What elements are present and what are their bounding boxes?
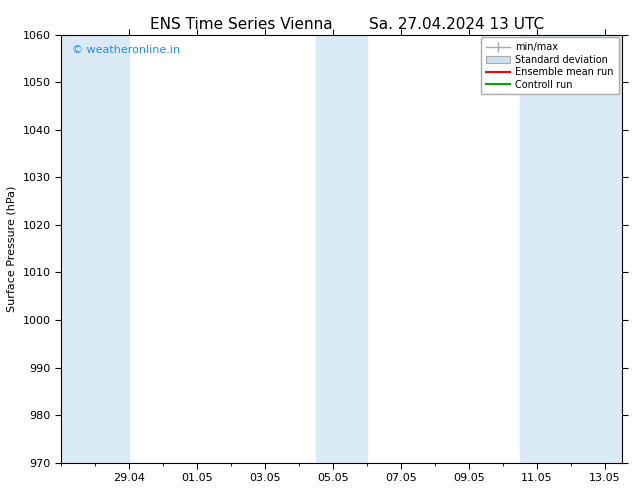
Text: ENS Time Series Vienna: ENS Time Series Vienna xyxy=(150,17,332,32)
Bar xyxy=(316,35,366,463)
Text: © weatheronline.in: © weatheronline.in xyxy=(72,45,181,55)
Bar xyxy=(520,35,621,463)
Legend: min/max, Standard deviation, Ensemble mean run, Controll run: min/max, Standard deviation, Ensemble me… xyxy=(481,37,619,95)
Bar xyxy=(61,35,129,463)
Y-axis label: Surface Pressure (hPa): Surface Pressure (hPa) xyxy=(7,185,17,312)
Text: Sa. 27.04.2024 13 UTC: Sa. 27.04.2024 13 UTC xyxy=(369,17,544,32)
